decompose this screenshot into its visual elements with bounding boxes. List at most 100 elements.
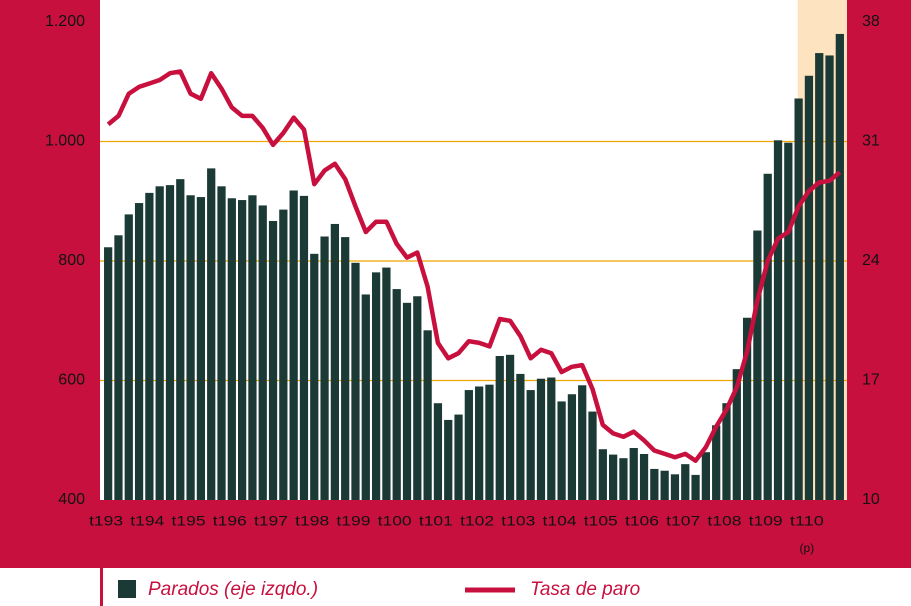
bar [619,458,628,500]
bar [371,272,381,500]
bar [423,330,432,500]
line [106,69,842,463]
bar [784,142,793,500]
bar [330,223,339,500]
bar [402,302,412,500]
y-tick-label: 1.000 [45,133,85,150]
bar [289,190,298,500]
bar [701,452,710,500]
y-tick-label: 600 [58,372,85,389]
bar [413,296,422,500]
bar [196,197,206,500]
x-tick-label: t109 [749,513,783,529]
bar [650,468,659,500]
bar [495,356,504,500]
bar [258,205,267,500]
y2-tick-label: 31 [862,133,880,150]
bar [629,448,638,500]
bar [526,390,535,500]
y-tick-label: 800 [58,252,85,269]
x-tick-label: t103 [501,513,535,529]
bar [536,378,546,500]
x-tick-label: t108 [707,513,741,529]
x-tick-label: t110 [790,513,824,529]
x-tick-label: t107 [666,513,700,529]
annotation: (p) [800,541,815,555]
bar [835,33,844,500]
bar [804,75,814,501]
bar [433,403,443,500]
bar [238,200,247,500]
bar [578,385,587,500]
bar [176,179,185,500]
bar [207,168,216,500]
x-tick-label: t105 [584,513,618,529]
bar [341,237,350,500]
bar [227,198,236,500]
x-tick-label: t197 [254,513,288,529]
bar [763,173,772,500]
x-tick-label: t198 [295,513,329,529]
x-tick-label: t194 [130,513,164,529]
x-tick-label: t101 [419,513,453,529]
y2-tick-label: 38 [862,13,880,30]
bar [444,419,453,500]
bar [815,53,824,500]
x-tick-label: t104 [543,513,577,529]
x-tick-label: t195 [172,513,206,529]
y-tick-label: 1.200 [45,13,85,30]
bar [598,449,607,500]
bar [712,425,721,500]
y2-tick-label: 24 [862,252,880,269]
y2-tick-label: 17 [862,372,880,389]
bar [557,401,566,500]
bar [691,474,700,500]
x-tick-label: t100 [378,513,412,529]
bar [670,474,680,500]
y-tick-label: 400 [58,491,85,508]
bar [382,267,391,500]
bar [104,247,113,500]
bar [114,235,123,500]
bar [145,192,154,500]
bar [722,403,731,500]
bar [217,186,226,500]
x-tick-label: t106 [625,513,659,529]
bar [505,354,515,500]
bar [732,369,741,500]
bar [681,464,690,500]
bar [268,220,278,500]
bar [742,317,752,500]
bar [773,140,783,500]
x-tick-label: t102 [460,513,494,529]
legend-label: Tasa de paro [530,579,640,600]
panel-rule [100,566,103,606]
bar [753,230,762,500]
bar [299,195,309,500]
bar [134,203,144,501]
bar [351,262,360,500]
bar [155,186,164,500]
legend-label: Parados (eje izqdo.) [148,579,318,600]
legend-swatch [118,580,136,598]
bar [639,453,649,500]
bar [310,253,319,500]
bar [248,195,257,500]
bar [609,454,618,500]
bar [825,55,834,501]
bar [279,209,288,501]
bar [454,414,463,500]
bar [567,394,577,500]
y2-tick-label: 10 [862,491,880,508]
bar [475,386,484,500]
bar [547,377,556,500]
bar [186,195,195,500]
bar [588,411,597,500]
bar [485,384,494,500]
x-tick-label: t196 [213,513,247,529]
bar [361,294,370,500]
bar [320,236,329,500]
bar [464,390,473,500]
bar [516,373,525,500]
